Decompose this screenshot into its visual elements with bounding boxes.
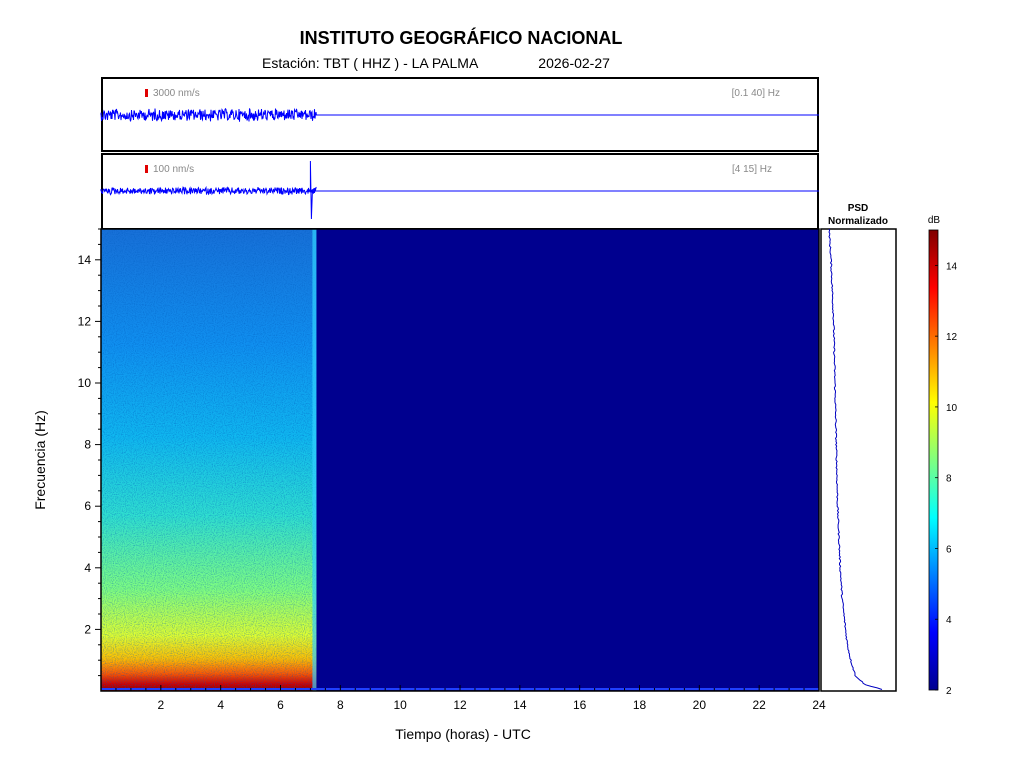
scale-bar-icon — [145, 165, 148, 173]
y-tick-label: 12 — [78, 314, 92, 328]
y-axis-label: Frecuencia (Hz) — [32, 410, 48, 510]
colorbar: dB 2 4 6 8 10 12 14 — [928, 215, 958, 697]
seismic-trace-line — [100, 160, 819, 220]
x-tick-label: 18 — [633, 698, 647, 712]
x-tick-label: 14 — [513, 698, 527, 712]
trace-panel-filtered: 100 nm/s [4 15] Hz — [100, 153, 819, 230]
x-tick-label: 12 — [453, 698, 467, 712]
colorbar-tick-label: 10 — [946, 403, 958, 414]
colorbar-tick-label: 14 — [946, 261, 958, 272]
spectrogram-noise-texture — [101, 229, 317, 691]
x-tick-label: 4 — [217, 698, 224, 712]
psd-profile-line — [828, 228, 883, 690]
trace-band-label: [4 15] Hz — [732, 164, 772, 175]
psd-panel: PSD Normalizado — [820, 203, 897, 692]
trace-panel-broadband: 3000 nm/s [0.1 40] Hz — [100, 77, 819, 152]
seismic-trace-line — [100, 107, 819, 123]
y-tick-label: 10 — [78, 376, 92, 390]
x-tick-label: 2 — [157, 698, 164, 712]
trace-scale-label: 3000 nm/s — [153, 88, 200, 99]
station-label: Estación: TBT ( HHZ ) - LA PALMA — [262, 55, 479, 71]
colorbar-tick-label: 2 — [946, 686, 952, 697]
psd-title: PSD — [848, 203, 869, 214]
x-tick-label: 8 — [337, 698, 344, 712]
date-label: 2026-02-27 — [538, 55, 610, 71]
colorbar-tick-label: 4 — [946, 615, 952, 626]
x-axis-label: Tiempo (horas) - UTC — [395, 726, 531, 742]
chart-subtitle: Estación: TBT ( HHZ ) - LA PALMA 2026-02-… — [262, 55, 610, 71]
scale-bar-icon — [145, 89, 148, 97]
y-axis: 2 4 6 8 10 12 14 — [78, 228, 101, 677]
y-tick-label: 6 — [84, 499, 91, 513]
colorbar-label: dB — [928, 215, 941, 226]
colorbar-tick-label: 6 — [946, 544, 952, 555]
y-tick-label: 2 — [84, 622, 91, 636]
x-tick-label: 16 — [573, 698, 587, 712]
x-tick-label: 24 — [812, 698, 826, 712]
x-tick-label: 6 — [277, 698, 284, 712]
trace-scale-label: 100 nm/s — [153, 164, 194, 175]
psd-subtitle: Normalizado — [828, 216, 888, 227]
y-tick-label: 4 — [84, 561, 91, 575]
colorbar-tick-label: 12 — [946, 332, 958, 343]
x-tick-label: 20 — [693, 698, 707, 712]
y-tick-label: 8 — [84, 438, 91, 452]
x-tick-label: 10 — [393, 698, 407, 712]
colorbar-tick-label: 8 — [946, 474, 952, 485]
x-tick-label: 22 — [752, 698, 766, 712]
spectrogram-data-edge — [312, 229, 317, 691]
chart-title: INSTITUTO GEOGRÁFICO NACIONAL — [299, 28, 623, 48]
trace-band-label: [0.1 40] Hz — [732, 88, 780, 99]
y-tick-label: 14 — [78, 253, 92, 267]
x-axis: 2 4 6 8 10 12 14 16 18 20 22 24 — [100, 685, 826, 712]
